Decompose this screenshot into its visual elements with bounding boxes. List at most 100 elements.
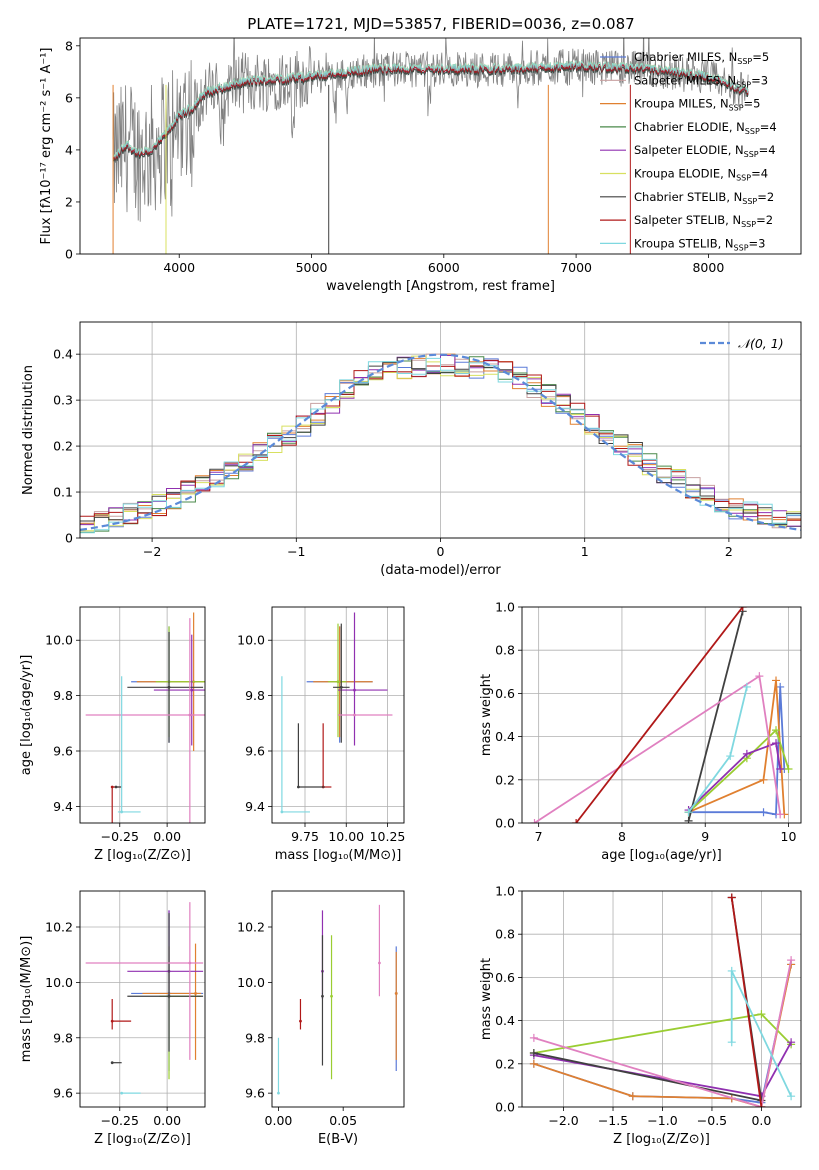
plot-background [522, 891, 801, 1107]
x-tick-label: 10 [781, 829, 797, 844]
data-point [280, 810, 284, 814]
legend: Chabrier MILES, NSSP=5 Salpeter MILES, NS… [600, 50, 777, 252]
y-tick-label: 0.0 [495, 816, 515, 831]
x-tick-label: 0.00 [153, 829, 181, 844]
data-point [188, 961, 192, 965]
x-tick-label: 8000 [692, 260, 724, 275]
y-tick-label: 8 [65, 38, 73, 53]
mass-weight-series-line [687, 611, 744, 822]
plus-marker [759, 775, 768, 784]
plus-marker [529, 1059, 538, 1068]
plus-marker [776, 810, 785, 819]
x-tick-label: 9 [701, 829, 709, 844]
normal-reference-curve [80, 353, 801, 531]
y-tick-label: 1.0 [495, 884, 515, 899]
y-tick-label: 9.8 [245, 688, 265, 703]
x-tick-label: 9.75 [291, 829, 319, 844]
plus-marker [759, 808, 768, 817]
plus-marker [772, 726, 781, 735]
x-axis-label: Z [log₁₀(Z/Z⊙)] [94, 848, 191, 863]
y-axis-label: Normed distribution [21, 365, 36, 495]
y-tick-label: 6 [65, 90, 73, 105]
data-point [188, 713, 192, 717]
plus-marker [529, 1033, 538, 1042]
mass-weight-series-line [575, 607, 744, 823]
x-tick-label: 2 [725, 544, 733, 559]
plus-marker [530, 819, 539, 823]
plot-body [530, 607, 793, 823]
plus-marker [776, 682, 785, 691]
y-tick-label: 0.2 [53, 439, 73, 454]
plus-marker [757, 1103, 766, 1107]
plus-marker [572, 819, 581, 823]
data-point [330, 994, 333, 998]
plot-body [85, 612, 205, 823]
y-axis-label: mass weight [479, 958, 494, 1040]
plot-frame [521, 890, 802, 1108]
x-tick-label: 10.25 [370, 829, 406, 844]
y-tick-label: 0.2 [495, 1056, 515, 1071]
plot-body [80, 353, 801, 534]
y-tick-label: 10.2 [45, 920, 73, 935]
plus-marker [727, 893, 736, 902]
x-tick-label: −2.0 [548, 1113, 578, 1128]
x-tick-label: 0.0 [751, 1113, 771, 1128]
data-point [299, 1019, 302, 1023]
data-point [110, 1061, 114, 1065]
x-tick-label: −1.0 [647, 1113, 677, 1128]
model-spectrum-line [112, 59, 749, 159]
x-axis-label: mass [log₁₀(M/M⊙)] [275, 848, 402, 863]
mass-vs-reddening-panel: 0.00 0.05 9.6 9.8 10.0 10.2 E(B-V) [237, 890, 405, 1147]
residual-histogram-step [80, 357, 801, 534]
figure-title: PLATE=1721, MJD=53857, FIBERID=0036, z=0… [247, 15, 634, 33]
observed-spectrum-line [112, 38, 749, 222]
x-tick-label: 0.05 [329, 1113, 357, 1128]
mass-weight-series-line [533, 959, 792, 1107]
plot-frame [271, 890, 405, 1108]
mass-weight-vs-age-panel: 7 8 9 10 0.0 0.2 0.4 0.6 0.8 1.0 age [log₁₀(age/yr… [479, 600, 802, 863]
y-tick-label: 9.8 [245, 1030, 265, 1045]
y-tick-label: 9.6 [245, 744, 265, 759]
y-tick-label: 9.4 [245, 799, 265, 814]
y-axis-label: mass weight [479, 674, 494, 756]
y-tick-label: 0.4 [495, 1013, 515, 1028]
data-point [336, 680, 340, 684]
plus-marker [742, 749, 751, 758]
legend-entry: Salpeter ELODIE, NSSP=4 [634, 143, 776, 159]
mass-weight-series-line [688, 680, 786, 815]
y-axis-label: mass [log₁₀(M/M⊙)] [19, 936, 34, 1063]
x-tick-label: 0 [437, 544, 445, 559]
y-tick-label: 0.6 [495, 970, 515, 985]
plus-marker [727, 1038, 736, 1047]
x-tick-label: 10.00 [328, 829, 364, 844]
mass-weight-vs-metallicity-panel: −2.0 −1.5 −1.0 −0.5 0.0 0.0 0.2 0.4 0.6 0.8 1.0 Z [… [479, 884, 802, 1147]
plus-marker [772, 676, 781, 685]
legend-entry: Kroupa MILES, NSSP=5 [634, 97, 760, 113]
legend: 𝒩(0, 1) [700, 336, 784, 351]
y-tick-label: 0.8 [495, 927, 515, 942]
data-point [277, 1091, 280, 1095]
x-axis-label: Z [log₁₀(Z/Z⊙)] [613, 1132, 710, 1147]
plus-marker [628, 1092, 637, 1101]
data-point [190, 688, 194, 692]
data-point [339, 685, 343, 689]
residual-histogram-step [80, 357, 801, 526]
data-point [110, 1019, 114, 1023]
plot-body [280, 612, 393, 814]
x-tick-label: 0.00 [153, 1113, 181, 1128]
y-tick-label: 9.6 [53, 744, 73, 759]
plus-marker [684, 816, 693, 823]
plot-frame [79, 321, 802, 539]
plus-marker [787, 1092, 796, 1101]
y-tick-label: 0.0 [495, 1100, 515, 1115]
plus-marker [787, 956, 796, 965]
x-tick-label: 5000 [296, 260, 328, 275]
y-tick-label: 0.4 [495, 729, 515, 744]
x-tick-label: 7 [535, 829, 543, 844]
x-axis-label: (data-model)/error [380, 563, 501, 578]
x-axis-label: Z [log₁₀(Z/Z⊙)] [94, 1132, 191, 1147]
legend-entry: Kroupa ELODIE, NSSP=4 [634, 167, 768, 183]
plot-frame [79, 37, 802, 255]
plot-background [80, 891, 205, 1107]
spectrum-panel: 4000 5000 6000 7000 8000 0 2 4 6 8 wavelength [Ang… [39, 37, 802, 294]
